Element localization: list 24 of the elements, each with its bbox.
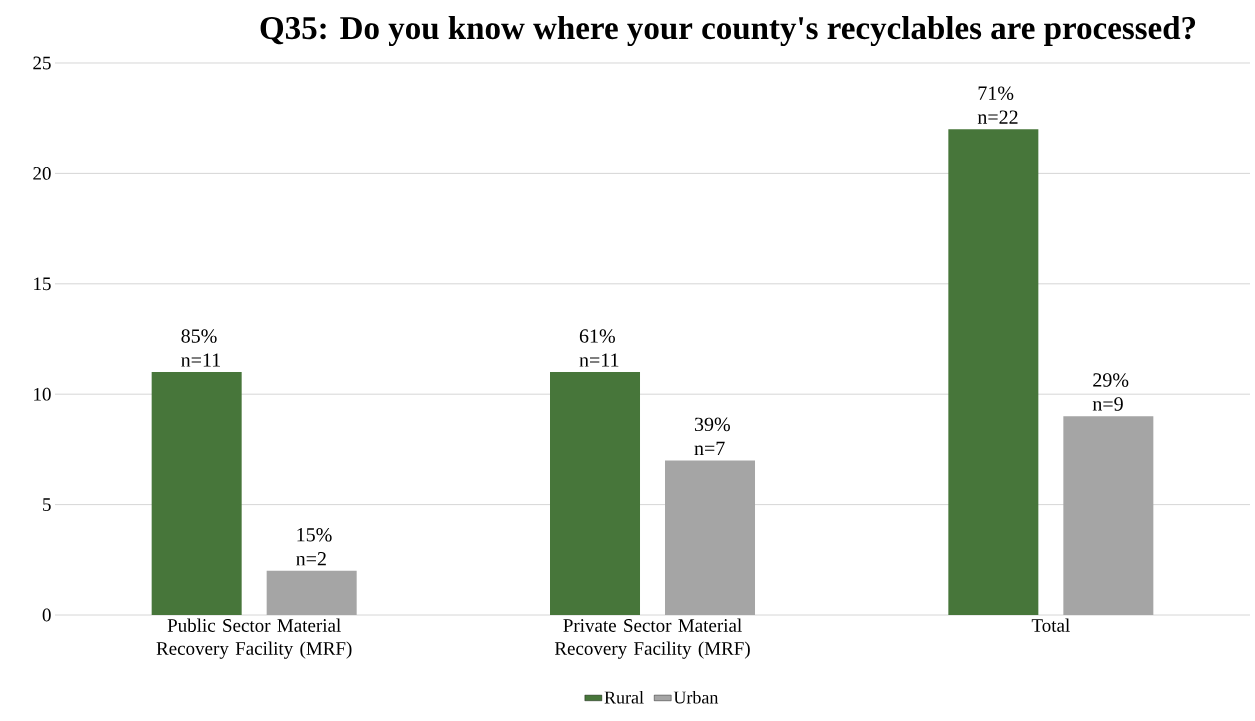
bar bbox=[151, 372, 242, 615]
bar bbox=[948, 129, 1039, 615]
data-label: 85% n=11 bbox=[181, 329, 220, 367]
legend-label: Urban bbox=[673, 690, 719, 704]
chart-title: Q35: Do you know where your county's recyclables are processed? bbox=[260, 15, 1196, 46]
x-tick-label: Private Sector Material Recovery Facility (MRF) bbox=[554, 618, 750, 659]
data-label: 39% n=7 bbox=[694, 417, 730, 455]
bar bbox=[665, 460, 756, 615]
y-tick-label: 0 bbox=[42, 608, 51, 622]
data-label: 29% n=9 bbox=[1092, 373, 1129, 411]
data-label: 71% n=22 bbox=[977, 86, 1018, 124]
x-tick-label: Total bbox=[1031, 618, 1070, 632]
data-label: 61% n=11 bbox=[579, 329, 619, 367]
x-tick-label: Public Sector Material Recovery Facility (MRF) bbox=[156, 618, 352, 659]
bar bbox=[550, 372, 641, 615]
data-label: 15% n=2 bbox=[296, 528, 332, 566]
y-tick-label: 15 bbox=[34, 277, 51, 291]
y-tick-label: 25 bbox=[33, 56, 51, 70]
y-tick-label: 10 bbox=[34, 387, 51, 401]
bar bbox=[1063, 416, 1154, 615]
legend-label: Rural bbox=[604, 690, 644, 704]
y-tick-label: 5 bbox=[43, 498, 51, 511]
y-tick-label: 20 bbox=[33, 166, 51, 180]
bar bbox=[266, 570, 357, 615]
